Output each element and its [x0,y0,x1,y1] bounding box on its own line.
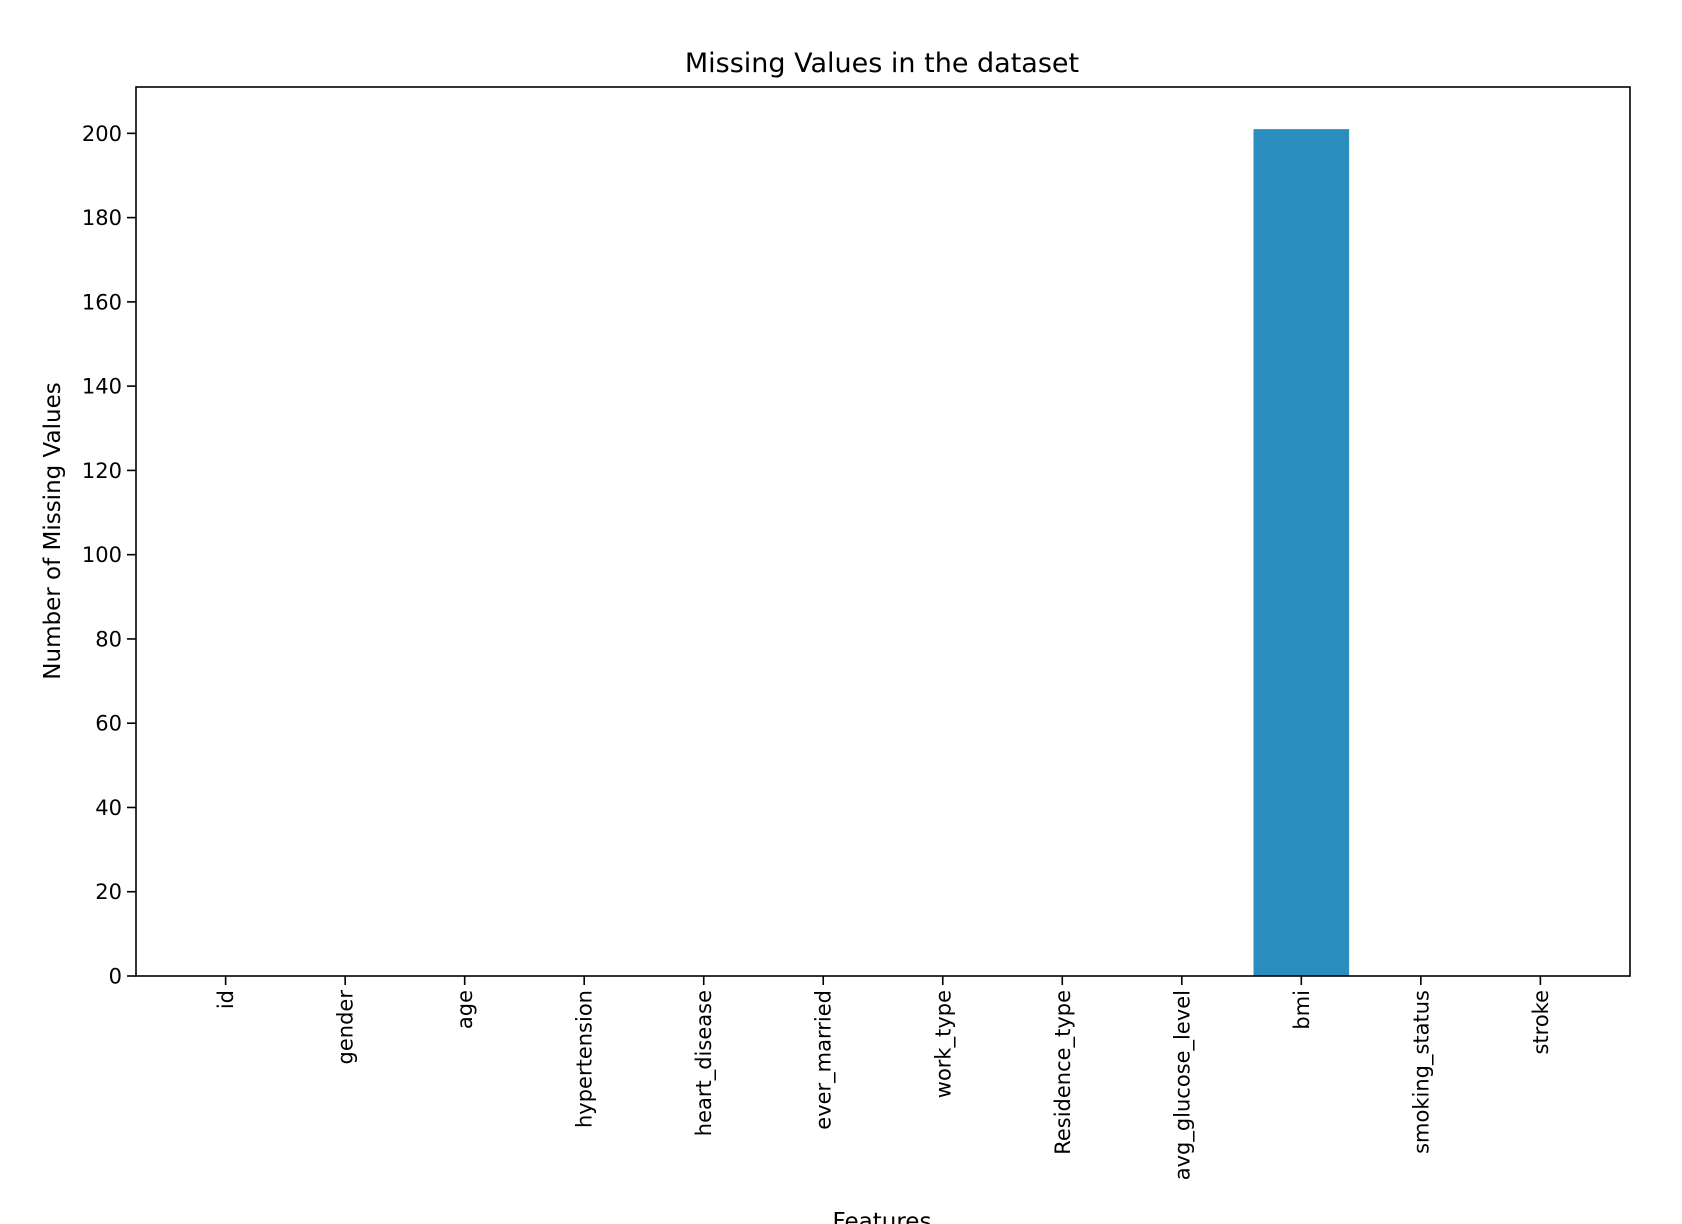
y-tick-label: 80 [95,627,122,651]
x-tick-label: age [453,990,477,1029]
y-tick-label: 180 [82,206,122,230]
y-tick-label: 40 [95,796,122,820]
y-tick-label: 60 [95,712,122,736]
plot-area: 0 20 40 60 80 100 120 140 160 180 200 id gender age h… [82,86,1631,1180]
x-tick-label: smoking_status [1409,990,1434,1154]
x-tick-label: hypertension [573,990,597,1128]
y-tick-label: 200 [82,122,122,146]
y-tick-label: 20 [95,880,122,904]
y-axis-ticks: 0 20 40 60 80 100 120 140 160 180 200 [82,122,136,989]
y-tick-label: 100 [82,543,122,567]
x-axis-label: Features [833,1209,932,1224]
y-tick-label: 160 [82,290,122,314]
x-tick-label: avg_glucose_level [1170,990,1195,1180]
x-tick-label: ever_married [812,990,837,1130]
y-tick-label: 140 [82,375,122,399]
bar-bmi [1253,129,1350,976]
chart-title: Missing Values in the dataset [685,48,1079,79]
x-tick-label: stroke [1529,990,1553,1055]
y-tick-label: 0 [109,965,122,989]
bar-group [1253,129,1350,976]
x-axis-ticks: id gender age hypertension heart_disease ever… [214,976,1553,1180]
x-tick-label: work_type [931,990,956,1098]
x-tick-label: heart_disease [692,990,717,1136]
x-tick-label: Residence_type [1051,990,1076,1155]
x-tick-label: gender [334,990,358,1065]
y-axis-label: Number of Missing Values [40,382,66,679]
axes-frame [135,86,1631,977]
x-tick-label: id [214,990,238,1009]
y-tick-label: 120 [82,459,122,483]
x-tick-label: bmi [1290,990,1314,1030]
